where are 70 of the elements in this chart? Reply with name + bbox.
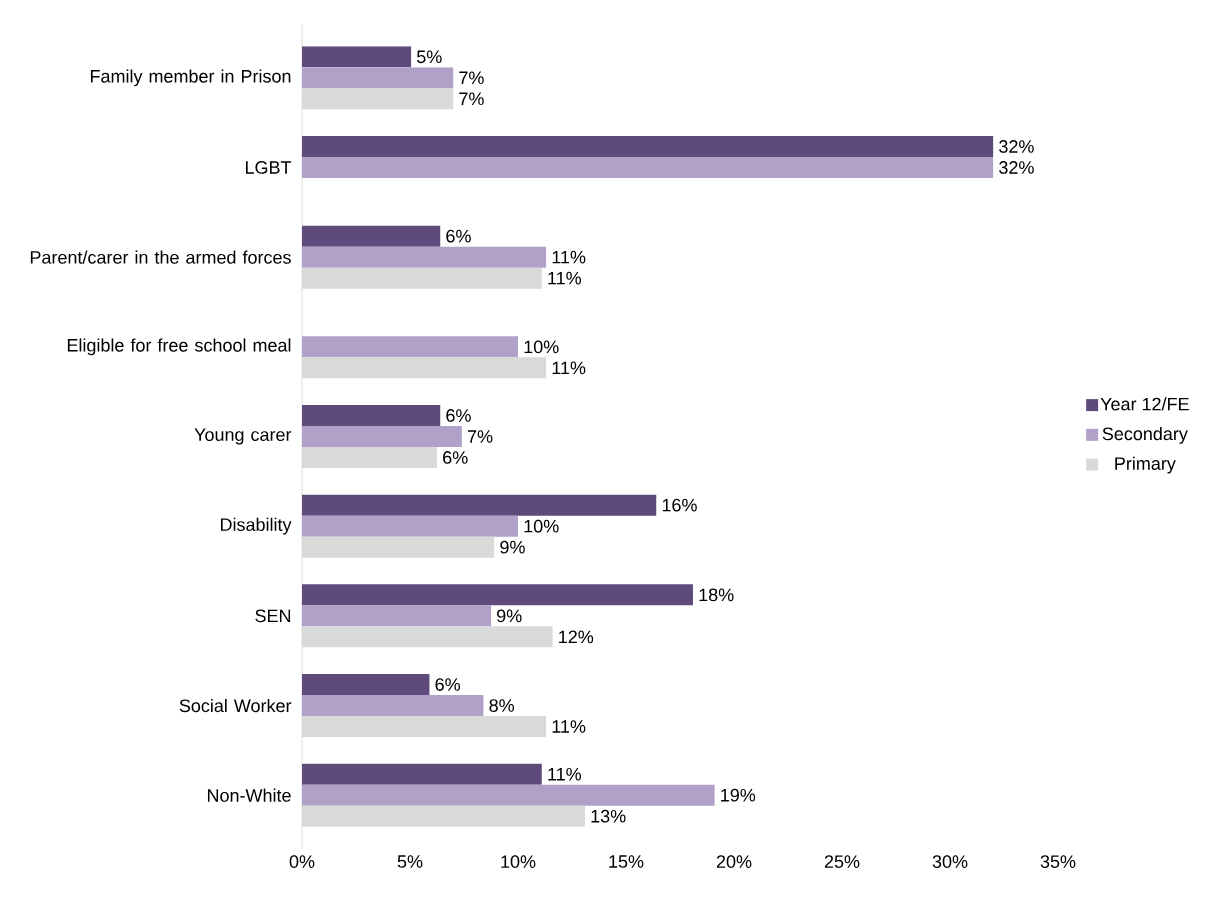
data-label: 13% bbox=[591, 809, 626, 823]
bar bbox=[302, 426, 462, 447]
bar bbox=[302, 674, 430, 696]
data-label: 6% bbox=[443, 451, 468, 464]
bar bbox=[302, 784, 715, 806]
x-tick-label: 5% bbox=[397, 855, 423, 868]
y-tick-label: Young carer bbox=[194, 428, 292, 445]
data-label: 19% bbox=[721, 788, 756, 802]
bar bbox=[302, 584, 693, 606]
bar bbox=[302, 67, 454, 89]
bar bbox=[302, 225, 441, 247]
data-label: 6% bbox=[446, 229, 471, 243]
bar bbox=[302, 536, 495, 558]
data-label: 32% bbox=[999, 161, 1034, 174]
data-label: 11% bbox=[548, 271, 582, 285]
data-label: 6% bbox=[446, 409, 471, 422]
bar bbox=[302, 336, 518, 358]
bar bbox=[302, 494, 657, 516]
bar bbox=[302, 515, 518, 537]
bar bbox=[302, 405, 441, 426]
y-tick-label: Non-White bbox=[207, 788, 291, 802]
bar bbox=[302, 46, 412, 68]
data-label: 11% bbox=[548, 767, 582, 781]
bar bbox=[302, 763, 542, 785]
legend-label: Year 12/FE bbox=[1100, 397, 1189, 411]
bar bbox=[302, 695, 484, 717]
data-label: 7% bbox=[467, 430, 493, 443]
x-tick-label: 20% bbox=[716, 855, 752, 868]
bar bbox=[302, 267, 542, 289]
bar bbox=[302, 88, 454, 110]
data-label: 8% bbox=[489, 699, 515, 712]
bar bbox=[302, 605, 491, 627]
bar bbox=[302, 135, 994, 157]
bar bbox=[302, 447, 437, 468]
data-label: 9% bbox=[497, 609, 522, 623]
data-label: 18% bbox=[699, 588, 734, 602]
bar bbox=[302, 626, 553, 648]
y-tick-label: Eligible for free school meal bbox=[67, 338, 291, 356]
y-tick-label: Family member in Prison bbox=[90, 69, 291, 87]
data-label: 9% bbox=[500, 540, 525, 554]
y-tick-label: Social Worker bbox=[179, 698, 292, 713]
data-label: 10% bbox=[524, 340, 559, 354]
x-tick-label: 0% bbox=[289, 855, 315, 868]
data-label: 11% bbox=[552, 361, 586, 375]
data-label: 7% bbox=[459, 71, 484, 85]
bar bbox=[302, 805, 585, 827]
data-label: 11% bbox=[552, 250, 586, 264]
data-label: 6% bbox=[435, 678, 461, 691]
data-label: 16% bbox=[662, 498, 697, 512]
data-label: 5% bbox=[417, 50, 442, 64]
y-tick-label: Disability bbox=[220, 517, 292, 535]
bar bbox=[302, 716, 547, 738]
x-tick-label: 25% bbox=[824, 855, 860, 868]
y-tick-label: LGBT bbox=[245, 161, 292, 174]
data-label: 10% bbox=[524, 519, 559, 533]
x-tick-label: 35% bbox=[1040, 855, 1076, 868]
bar bbox=[302, 357, 547, 379]
x-tick-label: 30% bbox=[932, 855, 968, 868]
legend-label: Secondary bbox=[1102, 426, 1188, 444]
legend-label: Primary bbox=[1115, 456, 1176, 474]
data-label: 32% bbox=[999, 140, 1034, 153]
y-tick-label: SEN bbox=[255, 609, 291, 623]
y-tick-label: Parent/carer in the armed forces bbox=[30, 250, 291, 264]
bar bbox=[302, 156, 994, 178]
bar bbox=[302, 246, 547, 268]
data-label: 11% bbox=[552, 720, 586, 733]
data-label: 12% bbox=[559, 630, 594, 644]
data-label: 7% bbox=[459, 92, 484, 106]
x-tick-label: 10% bbox=[501, 855, 536, 868]
x-tick-label: 15% bbox=[609, 855, 644, 868]
